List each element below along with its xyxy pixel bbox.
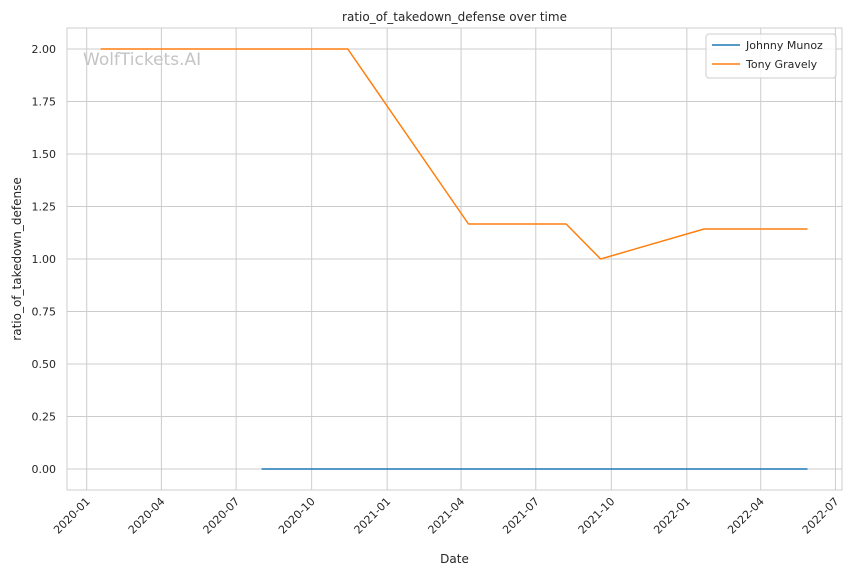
y-tick-label: 1.50 xyxy=(32,148,57,161)
x-tick-label: 2021-01 xyxy=(352,495,394,537)
y-tick-labels: 0.00 0.25 0.50 0.75 1.00 1.25 1.50 1.75 2.00 xyxy=(32,43,57,476)
legend-label: Johnny Munoz xyxy=(745,39,823,52)
x-tick-label: 2020-07 xyxy=(201,495,243,537)
y-tick-label: 1.25 xyxy=(32,201,57,214)
series-lines xyxy=(100,48,808,470)
watermark-text: WolfTickets.AI xyxy=(83,50,201,70)
y-axis-title: ratio_of_takedown_defense xyxy=(10,177,24,340)
x-tick-label: 2022-04 xyxy=(725,495,767,537)
chart-title: ratio_of_takedown_defense over time xyxy=(342,10,567,24)
x-tick-label: 2020-10 xyxy=(276,495,318,537)
x-axis-title: Date xyxy=(440,552,469,566)
x-tick-label: 2020-01 xyxy=(51,495,93,537)
legend: Johnny Munoz Tony Gravely xyxy=(705,33,837,79)
y-tick-label: 0.25 xyxy=(32,411,57,424)
x-tick-label: 2021-07 xyxy=(500,495,542,537)
x-tick-label: 2021-04 xyxy=(425,495,467,537)
series-line-tony-gravely xyxy=(100,48,808,260)
x-tick-labels: 2020-01 2020-04 2020-07 2020-10 2021-01 2021-… xyxy=(51,495,841,537)
y-tick-label: 0.75 xyxy=(32,306,57,319)
x-tick-label: 2022-07 xyxy=(800,495,842,537)
x-tick-label: 2021-10 xyxy=(576,495,618,537)
y-tick-label: 0.50 xyxy=(32,358,57,371)
y-tick-label: 2.00 xyxy=(32,43,57,56)
x-tick-label: 2020-04 xyxy=(126,495,168,537)
x-tick-label: 2022-01 xyxy=(651,495,693,537)
y-tick-label: 1.00 xyxy=(32,253,57,266)
y-tick-label: 1.75 xyxy=(32,96,57,109)
legend-label: Tony Gravely xyxy=(745,58,818,71)
y-tick-label: 0.00 xyxy=(32,463,57,476)
